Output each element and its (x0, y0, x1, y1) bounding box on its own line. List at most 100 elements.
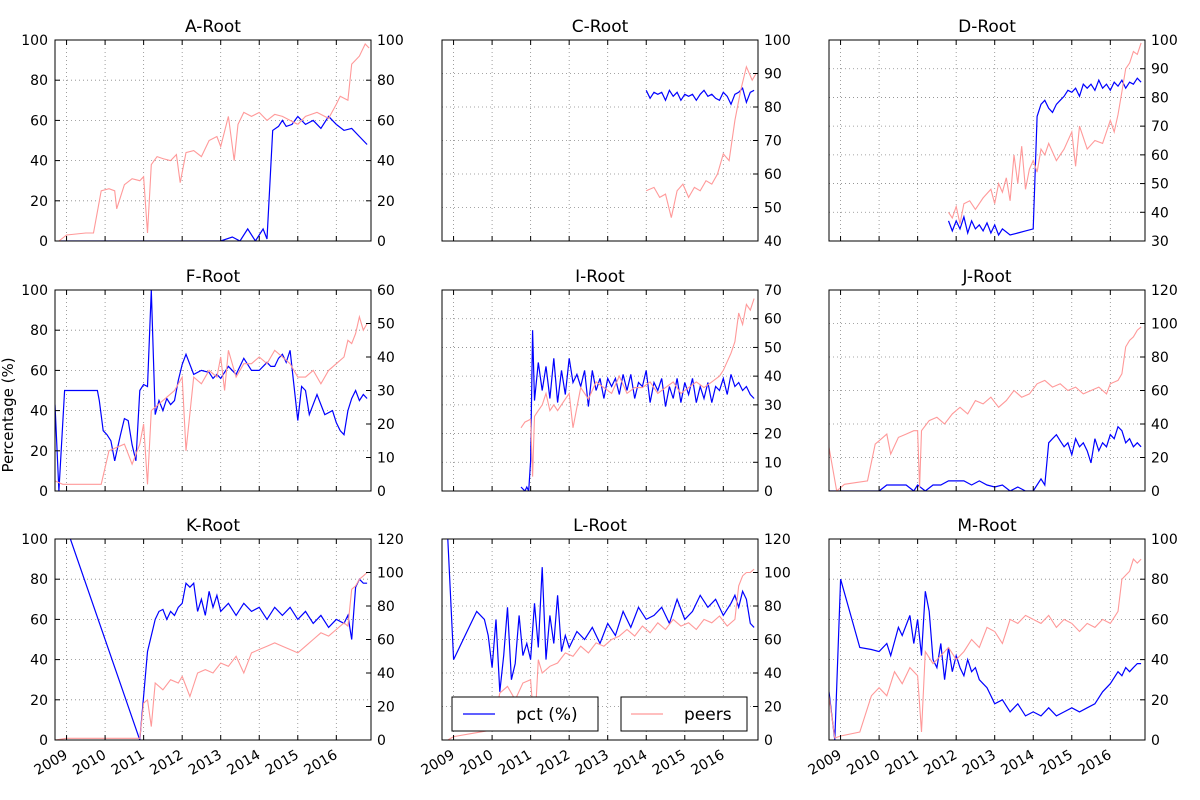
y-tick-label-right: 10 (764, 455, 782, 471)
y-tick-label-right: 50 (764, 340, 782, 356)
y-tick-label-right: 40 (377, 666, 395, 682)
panel-m-root: 2009 2010 2011 2012 2013 2014 2015 2016 0 20 40 60 8… (806, 516, 1178, 779)
y-tick-label-right: 60 (764, 633, 782, 649)
panel-title: C-Root (572, 17, 629, 37)
y-tick-label-right: 60 (377, 113, 395, 129)
y-tick-label-right: 30 (764, 398, 782, 414)
y-tick-label-right: 90 (1151, 62, 1169, 78)
y-tick-label-right: 80 (377, 73, 395, 89)
x-tick-label: 2014 (611, 747, 650, 779)
plot-frame (828, 538, 1146, 741)
plot-frame (441, 289, 759, 492)
y-tick-label-right: 80 (764, 599, 782, 615)
panel-f-root: 0 20 40 60 80 100 0 10 20 30 40 50 60 F-Root (21, 267, 395, 500)
x-tick-label: 2010 (457, 747, 496, 779)
y-tick-label-right: 40 (1151, 205, 1169, 221)
plot-frame (54, 39, 372, 242)
y-tick-label-left: 100 (21, 33, 48, 49)
y-tick-label-right: 0 (764, 484, 773, 500)
panel-title: F-Root (186, 267, 241, 287)
y-tick-label-left: 20 (30, 693, 48, 709)
y-tick-label-right: 20 (377, 700, 395, 716)
panel-title: J-Root (961, 267, 1011, 287)
x-tick-label: 2009 (32, 747, 71, 779)
x-tick-label: 2011 (496, 747, 535, 779)
series-line-pct (447, 539, 755, 692)
legend-peers-label: peers (684, 705, 732, 725)
y-tick-label-right: 40 (764, 234, 782, 250)
x-tick-label: 2016 (688, 747, 727, 779)
series-line-peers (829, 326, 1142, 491)
y-tick-label-right: 100 (1151, 33, 1178, 49)
x-tick-label: 2013 (186, 747, 225, 779)
y-tick-label-right: 0 (377, 484, 386, 500)
y-tick-label-left: 100 (21, 532, 48, 548)
y-tick-label-right: 0 (1151, 733, 1160, 749)
y-tick-label-right: 10 (377, 451, 395, 467)
y-tick-label-right: 50 (1151, 177, 1169, 193)
y-tick-label-right: 40 (764, 369, 782, 385)
panel-a-root: 0 20 40 60 80 100 0 20 40 60 80 100 A-Root (21, 17, 403, 250)
y-tick-label-right: 100 (1151, 317, 1178, 333)
plot-frame (828, 39, 1146, 242)
x-tick-label: 2016 (301, 747, 340, 779)
plot-background (55, 290, 371, 491)
y-tick-label-right: 0 (764, 733, 773, 749)
y-tick-label-right: 90 (764, 67, 782, 83)
panel-d-root: 30 40 50 60 70 80 90 100 D-Root (828, 17, 1178, 250)
y-tick-label-left: 60 (30, 363, 48, 379)
y-tick-label-left: 40 (30, 653, 48, 669)
panel-title: I-Root (575, 267, 625, 287)
y-tick-label-right: 40 (1151, 417, 1169, 433)
y-tick-label-right: 70 (764, 283, 782, 299)
y-tick-label-right: 80 (1151, 350, 1169, 366)
x-tick-label: 2010 (70, 747, 109, 779)
series-line-peers (447, 568, 755, 740)
y-tick-label-right: 100 (1151, 532, 1178, 548)
legend: pct (%) peers (451, 696, 748, 732)
x-tick-label: 2010 (844, 747, 883, 779)
y-tick-label-right: 20 (377, 194, 395, 210)
y-tick-label-left: 100 (21, 283, 48, 299)
y-tick-label-right: 20 (377, 417, 395, 433)
y-tick-label-right: 70 (764, 134, 782, 150)
y-tick-label-right: 40 (764, 666, 782, 682)
x-tick-label: 2014 (998, 747, 1037, 779)
x-tick-label: 2012 (921, 747, 960, 779)
panel-c-root: 40 50 60 70 80 90 100 C-Root (441, 17, 791, 250)
series-line-peers (58, 43, 370, 241)
series-line-pct (829, 579, 1142, 740)
x-tick-label: 2013 (573, 747, 612, 779)
panel-title: A-Root (185, 17, 241, 37)
series-line-pct (69, 539, 368, 740)
series-line-peers (948, 42, 1142, 224)
y-tick-label-right: 0 (377, 733, 386, 749)
y-tick-label-right: 70 (1151, 119, 1169, 135)
y-tick-label-right: 60 (1151, 148, 1169, 164)
y-tick-label-right: 60 (1151, 612, 1169, 628)
y-axis-label: Percentage (%) (0, 357, 17, 472)
y-tick-label-left: 20 (30, 194, 48, 210)
y-tick-label-right: 20 (764, 700, 782, 716)
panel-j-root: 0 20 40 60 80 100 120 J-Root (828, 267, 1178, 500)
x-tick-label: 2009 (806, 747, 845, 779)
series-line-peers (520, 298, 755, 477)
series-line-pct (829, 425, 1142, 491)
y-tick-label-left: 80 (30, 73, 48, 89)
series-line-peers (829, 558, 1142, 739)
y-tick-label-left: 40 (30, 404, 48, 420)
x-tick-label: 2014 (224, 747, 263, 779)
y-tick-label-left: 60 (30, 612, 48, 628)
x-tick-label: 2016 (1075, 747, 1114, 779)
y-tick-label-right: 60 (377, 283, 395, 299)
y-tick-label-right: 40 (1151, 653, 1169, 669)
y-tick-label-right: 20 (1151, 451, 1169, 467)
y-tick-label-right: 30 (377, 384, 395, 400)
plot-background (829, 539, 1145, 740)
y-tick-label-right: 30 (1151, 234, 1169, 250)
x-tick-label: 2012 (534, 747, 573, 779)
plot-background (55, 40, 371, 241)
y-tick-label-right: 0 (1151, 484, 1160, 500)
y-tick-label-left: 20 (30, 444, 48, 460)
